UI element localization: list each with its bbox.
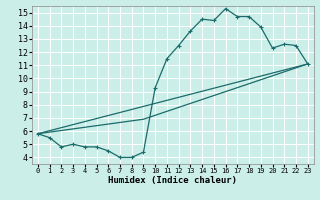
X-axis label: Humidex (Indice chaleur): Humidex (Indice chaleur)	[108, 176, 237, 185]
